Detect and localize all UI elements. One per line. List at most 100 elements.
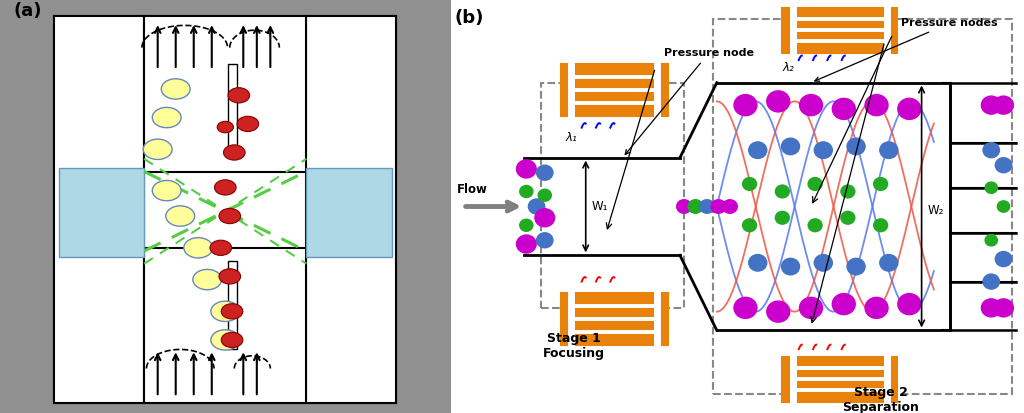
Circle shape bbox=[847, 138, 865, 155]
Circle shape bbox=[535, 209, 555, 227]
Circle shape bbox=[841, 211, 855, 224]
Bar bbox=[54, 16, 144, 404]
Circle shape bbox=[800, 297, 822, 318]
Circle shape bbox=[781, 138, 800, 155]
Circle shape bbox=[775, 185, 790, 198]
Bar bbox=[713, 19, 1012, 394]
Text: λ₂: λ₂ bbox=[782, 62, 794, 74]
Text: λ₁: λ₁ bbox=[565, 131, 577, 144]
Circle shape bbox=[847, 258, 865, 275]
Circle shape bbox=[211, 330, 240, 350]
Circle shape bbox=[814, 142, 833, 159]
Circle shape bbox=[184, 237, 213, 258]
Bar bbox=[306, 169, 392, 257]
Circle shape bbox=[520, 219, 532, 231]
Text: W₂: W₂ bbox=[928, 204, 944, 217]
Text: Stage 1
Focusing: Stage 1 Focusing bbox=[543, 332, 604, 360]
Bar bbox=[306, 16, 396, 404]
Circle shape bbox=[767, 91, 790, 112]
Circle shape bbox=[516, 160, 537, 178]
Circle shape bbox=[520, 185, 532, 197]
Circle shape bbox=[841, 185, 855, 198]
Circle shape bbox=[995, 252, 1012, 266]
Circle shape bbox=[516, 235, 537, 253]
Circle shape bbox=[775, 211, 790, 224]
Circle shape bbox=[742, 178, 757, 190]
Circle shape bbox=[993, 96, 1014, 114]
Circle shape bbox=[983, 274, 999, 289]
Circle shape bbox=[221, 304, 243, 319]
Circle shape bbox=[166, 206, 195, 226]
Circle shape bbox=[767, 301, 790, 322]
Circle shape bbox=[800, 95, 822, 116]
Bar bbox=[144, 248, 306, 404]
Circle shape bbox=[981, 299, 1001, 317]
Circle shape bbox=[193, 269, 221, 290]
Circle shape bbox=[223, 145, 245, 160]
Circle shape bbox=[734, 95, 757, 116]
Circle shape bbox=[985, 182, 997, 193]
Text: (a): (a) bbox=[13, 2, 42, 20]
Bar bbox=[782, 7, 897, 52]
Bar bbox=[561, 64, 668, 116]
Circle shape bbox=[898, 98, 921, 119]
Circle shape bbox=[143, 139, 172, 159]
Circle shape bbox=[528, 199, 545, 214]
Circle shape bbox=[677, 200, 691, 213]
Circle shape bbox=[219, 209, 241, 224]
Circle shape bbox=[865, 95, 888, 116]
Circle shape bbox=[808, 178, 822, 190]
Circle shape bbox=[749, 254, 767, 271]
Text: Pressure node: Pressure node bbox=[626, 48, 754, 154]
Text: W₁: W₁ bbox=[592, 200, 608, 213]
Circle shape bbox=[985, 235, 997, 246]
Circle shape bbox=[153, 180, 181, 201]
Text: (b): (b) bbox=[455, 9, 484, 26]
Circle shape bbox=[221, 332, 243, 348]
Bar bbox=[541, 83, 684, 308]
Circle shape bbox=[833, 98, 855, 119]
Text: Flow: Flow bbox=[457, 183, 487, 196]
Circle shape bbox=[997, 201, 1010, 212]
Circle shape bbox=[723, 200, 737, 213]
Circle shape bbox=[153, 107, 181, 128]
Circle shape bbox=[210, 240, 231, 255]
Circle shape bbox=[808, 219, 822, 232]
Circle shape bbox=[814, 254, 833, 271]
Circle shape bbox=[873, 219, 888, 232]
Bar bbox=[227, 261, 238, 349]
Circle shape bbox=[898, 294, 921, 315]
Circle shape bbox=[228, 88, 250, 103]
Circle shape bbox=[537, 165, 553, 180]
Bar bbox=[54, 16, 396, 404]
Circle shape bbox=[833, 294, 855, 315]
Circle shape bbox=[981, 96, 1001, 114]
Circle shape bbox=[688, 200, 702, 213]
Bar bbox=[561, 293, 668, 345]
Circle shape bbox=[742, 219, 757, 232]
Circle shape bbox=[711, 200, 726, 213]
Circle shape bbox=[237, 116, 259, 131]
Circle shape bbox=[749, 142, 767, 159]
Circle shape bbox=[865, 297, 888, 318]
Text: Stage 2
Separation: Stage 2 Separation bbox=[842, 386, 920, 413]
Text: Pressure nodes: Pressure nodes bbox=[815, 18, 997, 81]
Circle shape bbox=[995, 158, 1012, 173]
Circle shape bbox=[880, 254, 898, 271]
Circle shape bbox=[162, 79, 190, 99]
Circle shape bbox=[699, 200, 715, 213]
Circle shape bbox=[734, 297, 757, 318]
Circle shape bbox=[873, 178, 888, 190]
Circle shape bbox=[539, 189, 551, 201]
Circle shape bbox=[993, 299, 1014, 317]
Circle shape bbox=[880, 142, 898, 159]
Circle shape bbox=[217, 121, 233, 133]
Bar bbox=[782, 357, 897, 402]
Circle shape bbox=[211, 301, 240, 321]
Circle shape bbox=[219, 269, 241, 284]
Bar bbox=[227, 64, 238, 152]
Circle shape bbox=[214, 180, 237, 195]
Bar bbox=[144, 16, 306, 171]
Circle shape bbox=[537, 233, 553, 248]
Bar bbox=[58, 169, 144, 257]
